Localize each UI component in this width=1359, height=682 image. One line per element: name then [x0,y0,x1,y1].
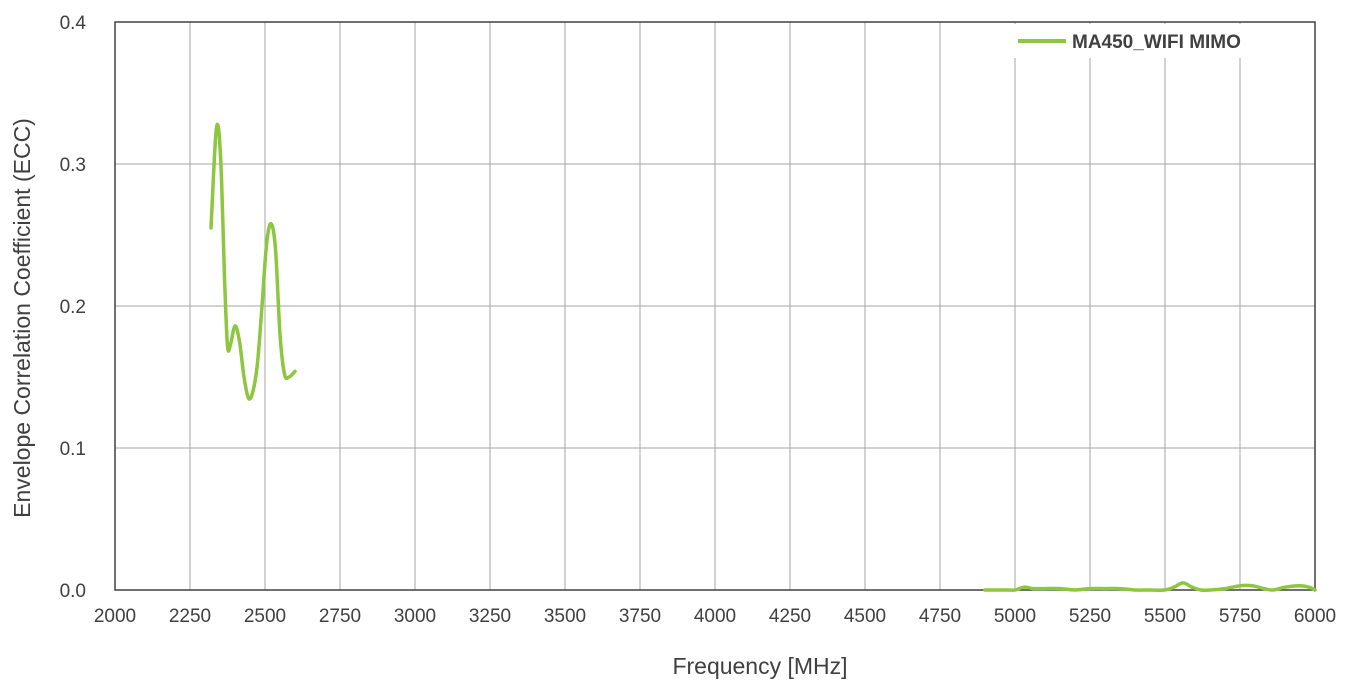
series-layer [209,122,1317,593]
y-tick-label: 0.1 [60,439,86,460]
y-axis-title: Envelope Correlation Coefficient (ECC) [9,118,35,518]
y-tick-label: 0.3 [60,155,86,176]
x-tick-label: 5500 [1144,606,1186,627]
grid-lines [115,22,1315,590]
legend: MA450_WIFI MIMO [1002,24,1308,58]
y-tick-label: 0.2 [60,297,86,318]
x-tick-label: 3250 [469,606,511,627]
legend-label: MA450_WIFI MIMO [1072,32,1241,53]
x-tick-labels: 2000 2250 2500 2750 3000 3250 3500 3750 4000 4250… [94,606,1336,627]
series-line [209,122,297,401]
x-tick-label: 6000 [1294,606,1336,627]
y-tick-label: 0.0 [60,581,86,602]
x-tick-label: 3750 [619,606,661,627]
x-tick-label: 5000 [994,606,1036,627]
x-tick-label: 4750 [919,606,961,627]
y-tick-labels: 0.0 0.1 0.2 0.3 0.4 [60,13,87,602]
x-tick-label: 5750 [1219,606,1261,627]
y-tick-label: 0.4 [60,13,87,34]
x-tick-label: 3500 [544,606,586,627]
x-tick-label: 3000 [394,606,436,627]
x-tick-label: 5250 [1069,606,1111,627]
x-tick-label: 4000 [694,606,736,627]
x-axis-title: Frequency [MHz] [672,653,847,679]
x-tick-label: 2750 [319,606,361,627]
x-tick-label: 2000 [94,606,136,627]
x-tick-label: 4250 [769,606,811,627]
x-tick-label: 2500 [244,606,286,627]
plot-axes [114,21,1316,591]
x-tick-label: 4500 [844,606,886,627]
plot-frame [114,21,1316,591]
series-line [983,581,1317,593]
x-tick-label: 2250 [169,606,211,627]
